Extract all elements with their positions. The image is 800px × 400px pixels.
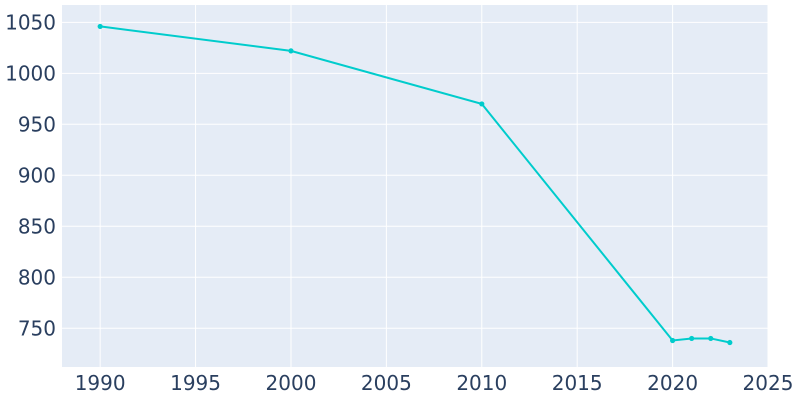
y-tick-label: 1050 — [5, 10, 56, 34]
y-tick-label: 850 — [18, 214, 56, 238]
x-gridlines — [99, 5, 769, 367]
data-point — [669, 337, 676, 344]
x-tick-label: 1990 — [75, 371, 126, 395]
y-tick-labels: 750 800 850 900 950 1000 1050 — [5, 10, 56, 340]
data-point — [727, 339, 733, 346]
y-tick-label: 750 — [18, 316, 56, 340]
data-point — [708, 335, 714, 342]
x-tick-label: 2015 — [552, 371, 603, 395]
data-point — [479, 101, 485, 107]
x-tick-labels: 1990 1995 2000 2005 2010 2015 2020 2025 — [75, 371, 794, 395]
y-tick-label: 1000 — [5, 61, 56, 85]
x-tick-label: 2010 — [456, 371, 507, 395]
y-tick-label: 900 — [18, 163, 56, 187]
plot-background — [62, 5, 768, 367]
data-point — [97, 23, 103, 30]
y-tick-label: 800 — [18, 265, 56, 289]
y-tick-label: 950 — [18, 112, 56, 136]
x-tick-label: 1995 — [170, 371, 221, 395]
series-points — [97, 23, 733, 346]
y-gridlines — [62, 21, 768, 329]
x-tick-label: 2000 — [266, 371, 317, 395]
x-tick-label: 2025 — [743, 371, 794, 395]
x-tick-label: 2020 — [647, 371, 698, 395]
x-tick-label: 2005 — [361, 371, 412, 395]
data-point — [288, 48, 294, 54]
data-point — [689, 335, 695, 342]
